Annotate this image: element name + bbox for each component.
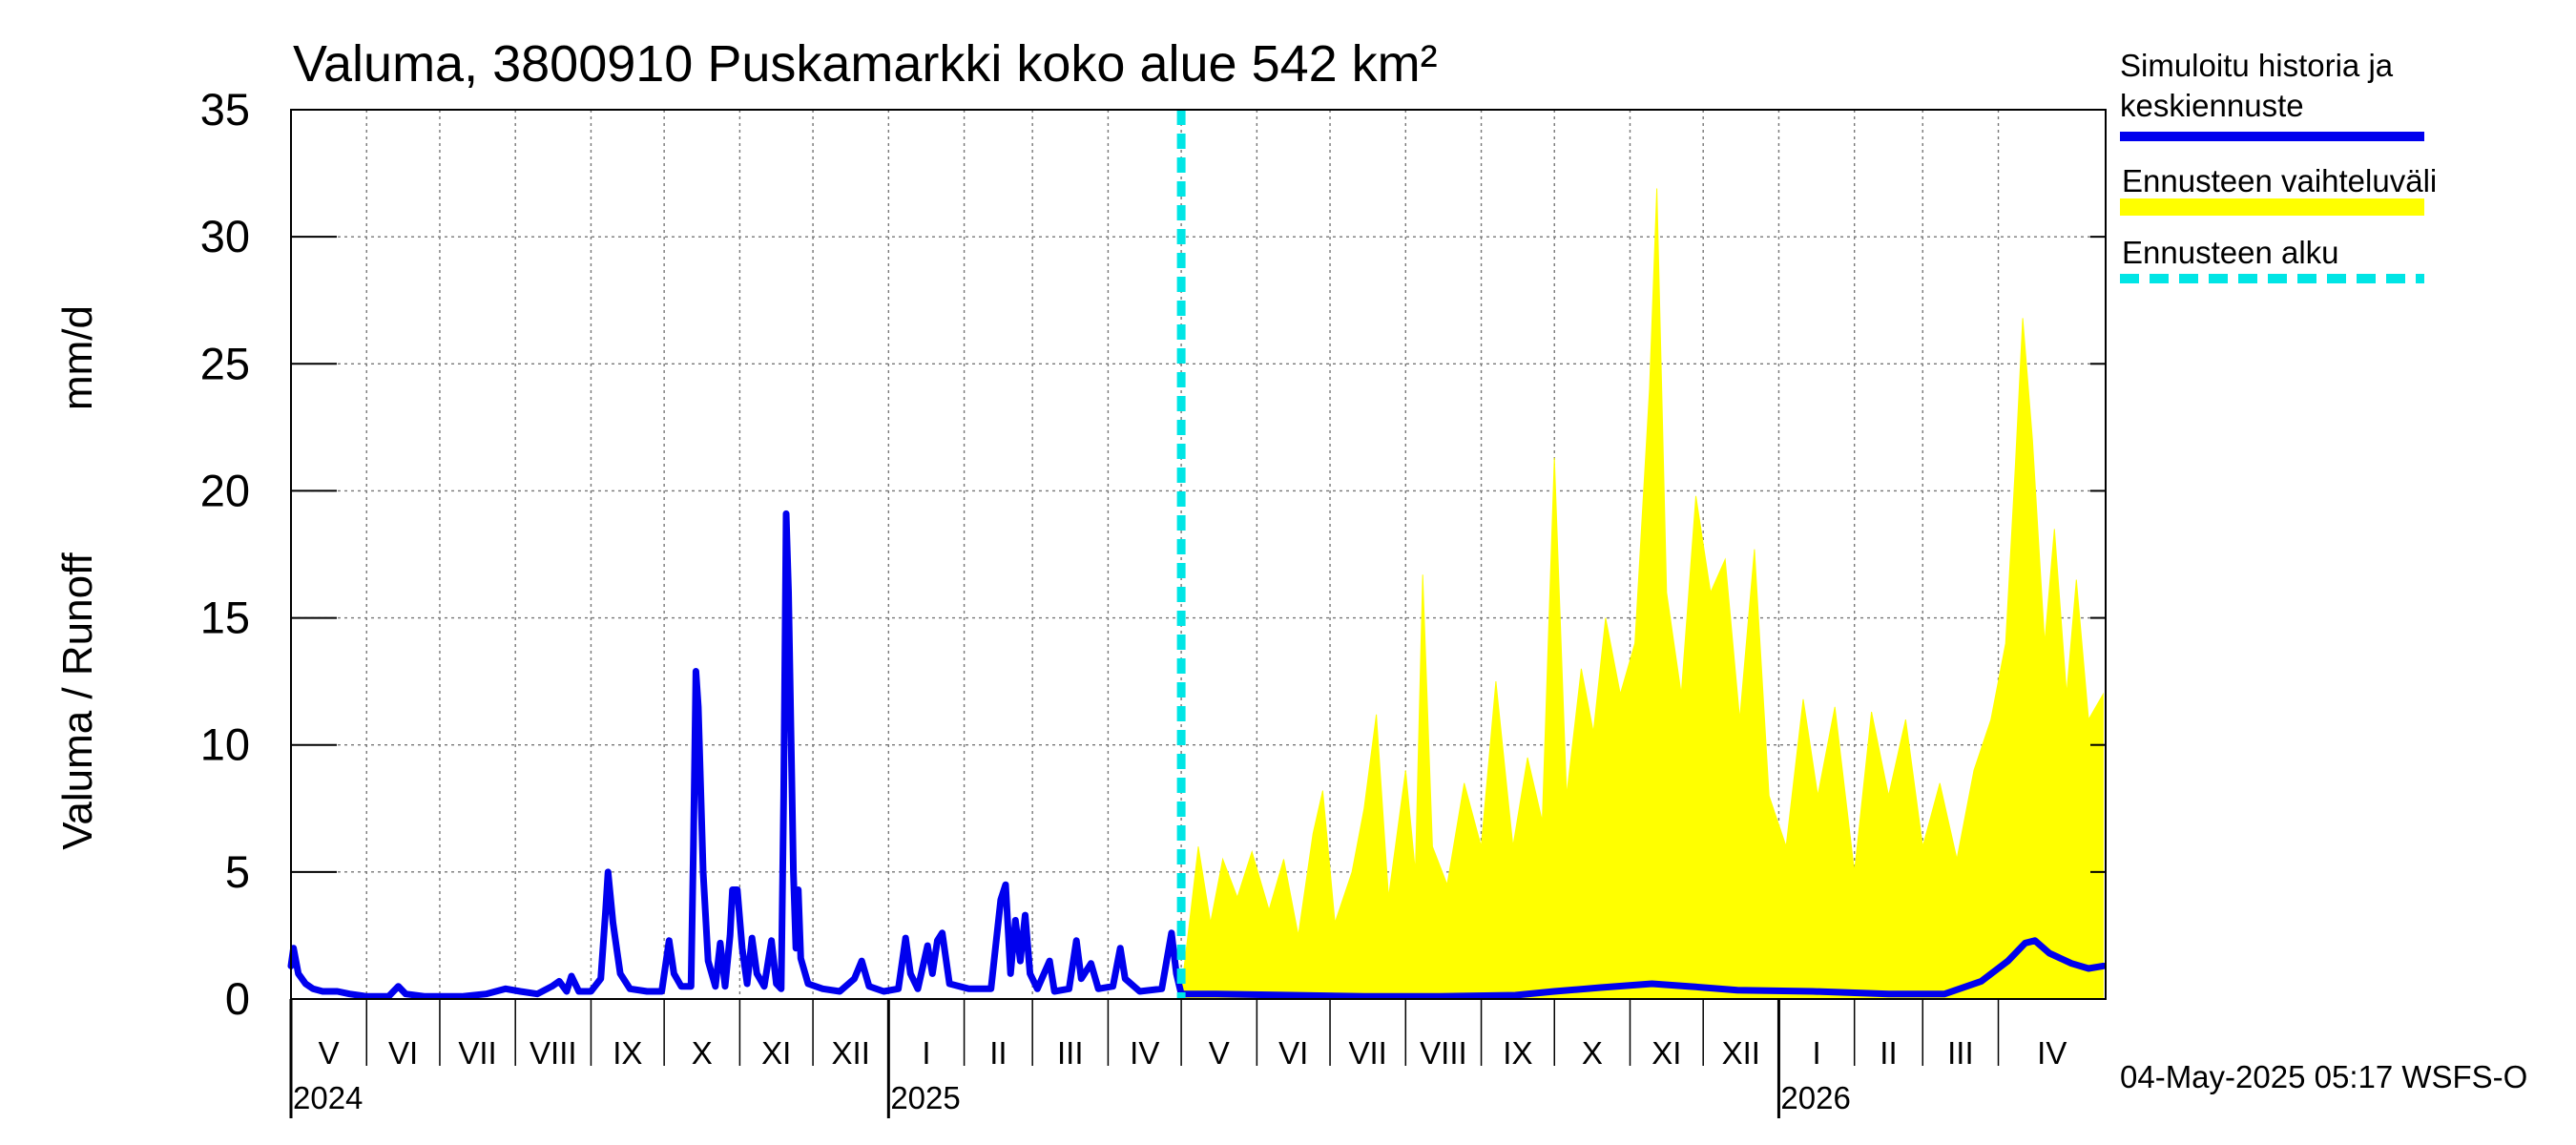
y-axis-label: Valuma / Runoff mm/d xyxy=(54,305,101,850)
grid-lines xyxy=(291,110,2106,999)
forecast-range-area xyxy=(1180,188,2104,1000)
y-axis-label-text: Valuma / Runoff xyxy=(54,552,101,850)
x-month-label: IV xyxy=(1130,1035,1159,1071)
x-month-label: IV xyxy=(2037,1035,2067,1071)
x-month-label: IX xyxy=(613,1035,642,1071)
x-month-label: VI xyxy=(1278,1035,1308,1071)
x-year-label: 2024 xyxy=(293,1080,363,1115)
x-month-label: X xyxy=(692,1035,713,1071)
x-month-label: V xyxy=(319,1035,340,1071)
y-tick-label: 0 xyxy=(225,973,250,1024)
y-axis-ticks: 0 5 10 15 20 25 30 35 xyxy=(200,84,2106,1024)
x-month-label: II xyxy=(989,1035,1007,1071)
x-axis: V VI VII VIII IX X XI XII I II III IV V VI VII VIII IX X X… xyxy=(289,999,2067,1118)
x-month-label: VIII xyxy=(530,1035,577,1071)
forecast-range-area-shape xyxy=(1180,188,2104,1000)
x-month-label: VII xyxy=(458,1035,496,1071)
x-month-label: I xyxy=(1812,1035,1820,1071)
x-month-label: XI xyxy=(761,1035,791,1071)
legend-range-label: Ennusteen vaihteluväli xyxy=(2122,163,2437,198)
x-month-label: V xyxy=(1209,1035,1230,1071)
y-tick-label: 5 xyxy=(225,846,250,897)
x-year-label: 2025 xyxy=(890,1080,960,1115)
footer-timestamp: 04-May-2025 05:17 WSFS-O xyxy=(2120,1059,2527,1094)
x-month-label: VIII xyxy=(1420,1035,1467,1071)
y-axis-unit: mm/d xyxy=(54,305,101,410)
x-month-label: III xyxy=(1947,1035,1974,1071)
plot-border xyxy=(290,109,2107,1000)
y-tick-label: 25 xyxy=(200,338,250,388)
y-tick-label: 35 xyxy=(200,84,250,135)
y-tick-label: 30 xyxy=(200,211,250,261)
x-month-label: X xyxy=(1582,1035,1603,1071)
legend-start-label: Ennusteen alku xyxy=(2122,235,2339,270)
x-month-label: IX xyxy=(1503,1035,1532,1071)
x-month-label: VII xyxy=(1348,1035,1386,1071)
y-tick-label: 15 xyxy=(200,593,250,643)
x-month-label: II xyxy=(1880,1035,1897,1071)
history-series-line xyxy=(287,510,2107,1000)
legend: Simuloitu historia ja keskiennuste Ennus… xyxy=(2120,48,2437,283)
x-month-label: VI xyxy=(388,1035,418,1071)
x-month-label: XII xyxy=(832,1035,870,1071)
x-year-label: 2026 xyxy=(1780,1080,1850,1115)
x-month-label: I xyxy=(922,1035,930,1071)
x-month-label: XI xyxy=(1652,1035,1681,1071)
history-line xyxy=(287,510,2107,1000)
x-month-label: III xyxy=(1057,1035,1084,1071)
plot-frame xyxy=(290,109,2107,1000)
y-tick-label: 20 xyxy=(200,465,250,515)
legend-history-label: Simuloitu historia ja keskiennuste xyxy=(2120,48,2394,123)
y-tick-label: 10 xyxy=(200,719,250,770)
x-month-label: XII xyxy=(1722,1035,1760,1071)
chart-title: Valuma, 3800910 Puskamarkki koko alue 54… xyxy=(293,35,1438,93)
